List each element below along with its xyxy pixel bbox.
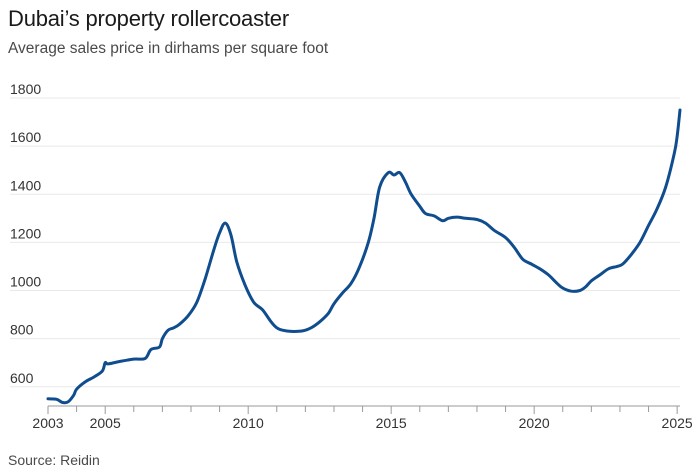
y-tick-label: 1000: [10, 274, 41, 290]
y-axis-ticks: 600 800 1000 1200 1400 1600 1800: [10, 81, 41, 386]
y-tick-label: 1200: [10, 225, 41, 241]
y-tick-label: 800: [10, 322, 34, 338]
chart-subtitle: Average sales price in dirhams per squar…: [8, 40, 329, 57]
x-tick-label: 2005: [90, 415, 121, 431]
x-tick-label: 2020: [519, 415, 550, 431]
x-axis: 2003 2005 2010 2015 2020 2025: [32, 405, 693, 431]
y-tick-label: 1600: [10, 129, 41, 145]
chart-title: Dubai’s property rollercoaster: [8, 6, 289, 31]
source-note: Source: Reidin: [8, 452, 100, 468]
series-group: [46, 108, 682, 405]
x-tick-label: 2003: [32, 415, 63, 431]
y-tick-label: 1400: [10, 177, 41, 193]
series-line-0: [46, 108, 682, 405]
y-tick-label: 600: [10, 370, 34, 386]
x-tick-label: 2025: [662, 415, 693, 431]
y-tick-label: 1800: [10, 81, 41, 97]
gridlines: [10, 97, 680, 388]
x-tick-label: 2015: [376, 415, 407, 431]
x-tick-label: 2010: [233, 415, 264, 431]
